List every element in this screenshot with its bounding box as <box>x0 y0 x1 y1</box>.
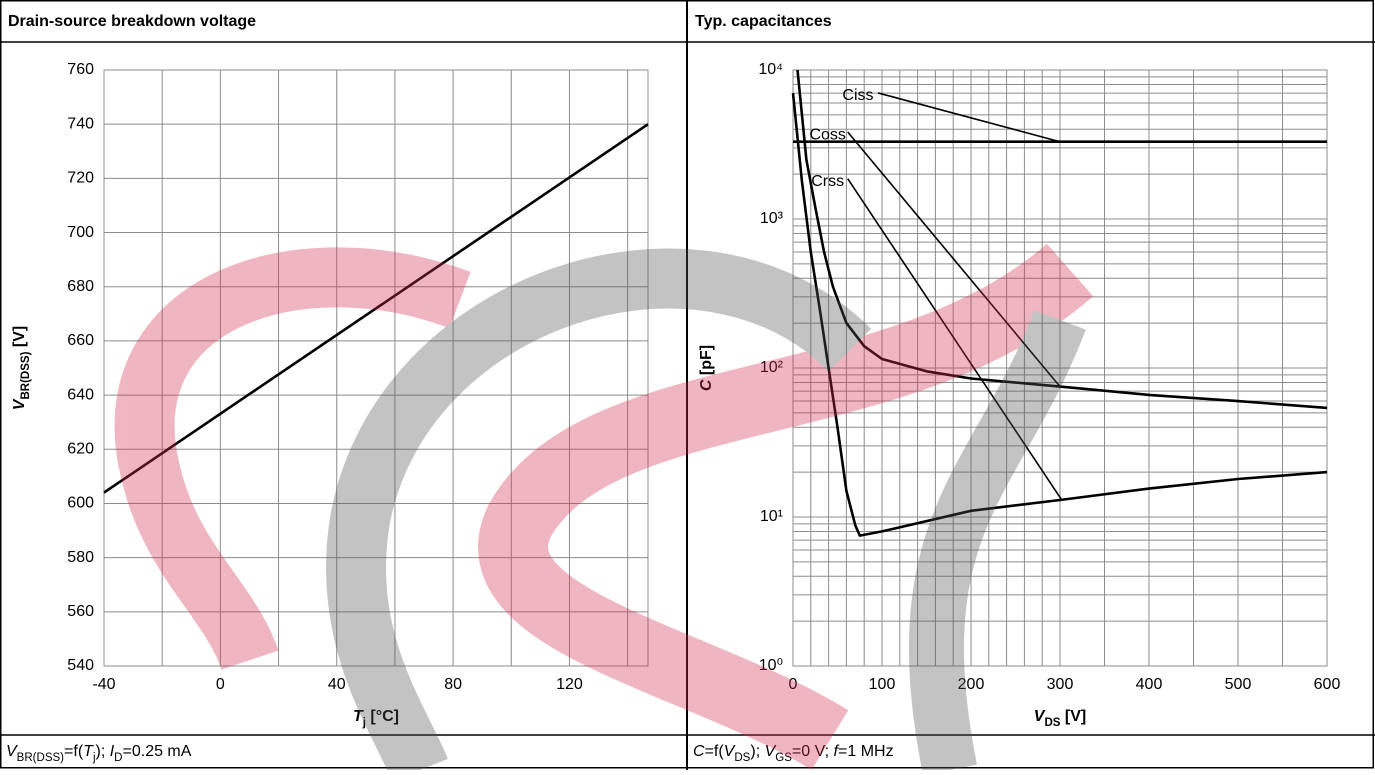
annotation-label: Coss <box>809 126 845 143</box>
y-tick-label: 10¹ <box>760 508 783 525</box>
footer-note-part: f <box>834 743 840 760</box>
footer-note-part: ); <box>750 743 764 760</box>
x-tick-label: 120 <box>556 676 583 693</box>
annotation-leader <box>847 131 1061 388</box>
panel-title: Typ. capacitances <box>695 13 832 30</box>
footer-note-part: =0.25 mA <box>123 743 192 760</box>
x-axis-label: VDS [V] <box>1034 708 1086 729</box>
footer-note-part: =0 V; <box>792 743 834 760</box>
footer-note-part: =1 MHz <box>838 743 894 760</box>
x-tick-label: 400 <box>1136 676 1163 693</box>
footer-note-part: I <box>110 743 115 760</box>
y-tick-label: 700 <box>67 224 94 241</box>
footer-note-part: T <box>83 743 94 760</box>
y-axis-label: C [pF] <box>698 345 715 391</box>
annotation-label: Crss <box>811 173 844 190</box>
y-axis-label-part: BR(DSS) <box>20 351 32 399</box>
y-axis-label-part: [V] <box>11 326 28 352</box>
y-tick-label: 600 <box>67 495 94 512</box>
y-tick-label: 640 <box>67 386 94 403</box>
x-axis-label-part: V <box>1034 708 1046 725</box>
x-tick-label: 80 <box>444 676 462 693</box>
x-tick-label: 100 <box>869 676 896 693</box>
footer-note-part: j <box>92 752 96 764</box>
y-axis-label-part: [pF] <box>698 345 715 380</box>
footer-note: VBR(DSS)=f(Tj); ID=0.25 mA <box>6 743 192 764</box>
y-tick-label: 10⁰ <box>759 657 783 674</box>
x-tick-label: 0 <box>216 676 225 693</box>
data-line <box>791 92 1328 537</box>
x-tick-label: 40 <box>328 676 346 693</box>
footer-note-part: =f( <box>64 743 84 760</box>
y-tick-label: 560 <box>67 603 94 620</box>
plot-frame <box>792 69 1328 667</box>
y-tick-label: 10² <box>760 359 784 376</box>
y-axis-label-part: C <box>698 379 715 391</box>
watermark-arc <box>114 247 471 671</box>
y-tick-label: 620 <box>67 440 94 457</box>
watermark-arc <box>326 248 872 775</box>
x-axis-label-part: T <box>353 708 364 725</box>
y-tick-label: 760 <box>67 61 94 78</box>
y-tick-label: 720 <box>67 170 94 187</box>
x-tick-label: -40 <box>92 676 115 693</box>
footer-note-part: V <box>6 743 18 760</box>
panel-title: Drain-source breakdown voltage <box>8 13 256 30</box>
y-tick-label: 540 <box>67 657 94 674</box>
x-axis-label-part: [V] <box>1060 708 1086 725</box>
y-tick-label: 10³ <box>760 210 784 227</box>
data-line <box>796 69 1328 410</box>
data-line <box>103 123 649 494</box>
annotation-leader <box>877 92 1061 143</box>
x-axis-label: Tj [°C] <box>353 708 399 729</box>
footer-note-part: BR(DSS) <box>17 752 65 764</box>
x-tick-label: 300 <box>1047 676 1074 693</box>
x-axis-label-part: [°C] <box>366 708 399 725</box>
y-tick-label: 660 <box>67 332 94 349</box>
footer-note-part: DS <box>734 752 750 764</box>
footer-note-part: V <box>765 743 777 760</box>
x-tick-label: 0 <box>789 676 798 693</box>
y-axis-label: VBR(DSS) [V] <box>11 326 32 410</box>
x-tick-label: 500 <box>1225 676 1252 693</box>
footer-note-part: ); <box>96 743 110 760</box>
y-tick-label: 10⁴ <box>758 61 783 78</box>
footer-note-part: C <box>693 743 705 760</box>
footer-note: C=f(VDS); VGS=0 V; f=1 MHz <box>693 743 894 764</box>
x-axis-label-part: j <box>362 717 366 729</box>
plot-frame <box>103 69 649 667</box>
x-tick-label: 200 <box>958 676 985 693</box>
x-axis-label-part: DS <box>1044 717 1060 729</box>
y-tick-label: 580 <box>67 549 94 566</box>
footer-note-part: V <box>724 743 736 760</box>
watermark <box>114 243 1094 775</box>
annotation-leader <box>847 178 1063 501</box>
footer-note-part: D <box>114 752 122 764</box>
watermark-arc <box>909 310 1086 775</box>
y-tick-label: 680 <box>67 278 94 295</box>
annotation-label: Ciss <box>842 87 873 104</box>
footer-note-part: =f( <box>705 743 725 760</box>
y-axis-label-part: V <box>11 398 28 410</box>
y-tick-label: 740 <box>67 115 94 132</box>
watermark-arc <box>478 243 1094 770</box>
x-tick-label: 600 <box>1314 676 1341 693</box>
footer-note-part: GS <box>775 752 792 764</box>
